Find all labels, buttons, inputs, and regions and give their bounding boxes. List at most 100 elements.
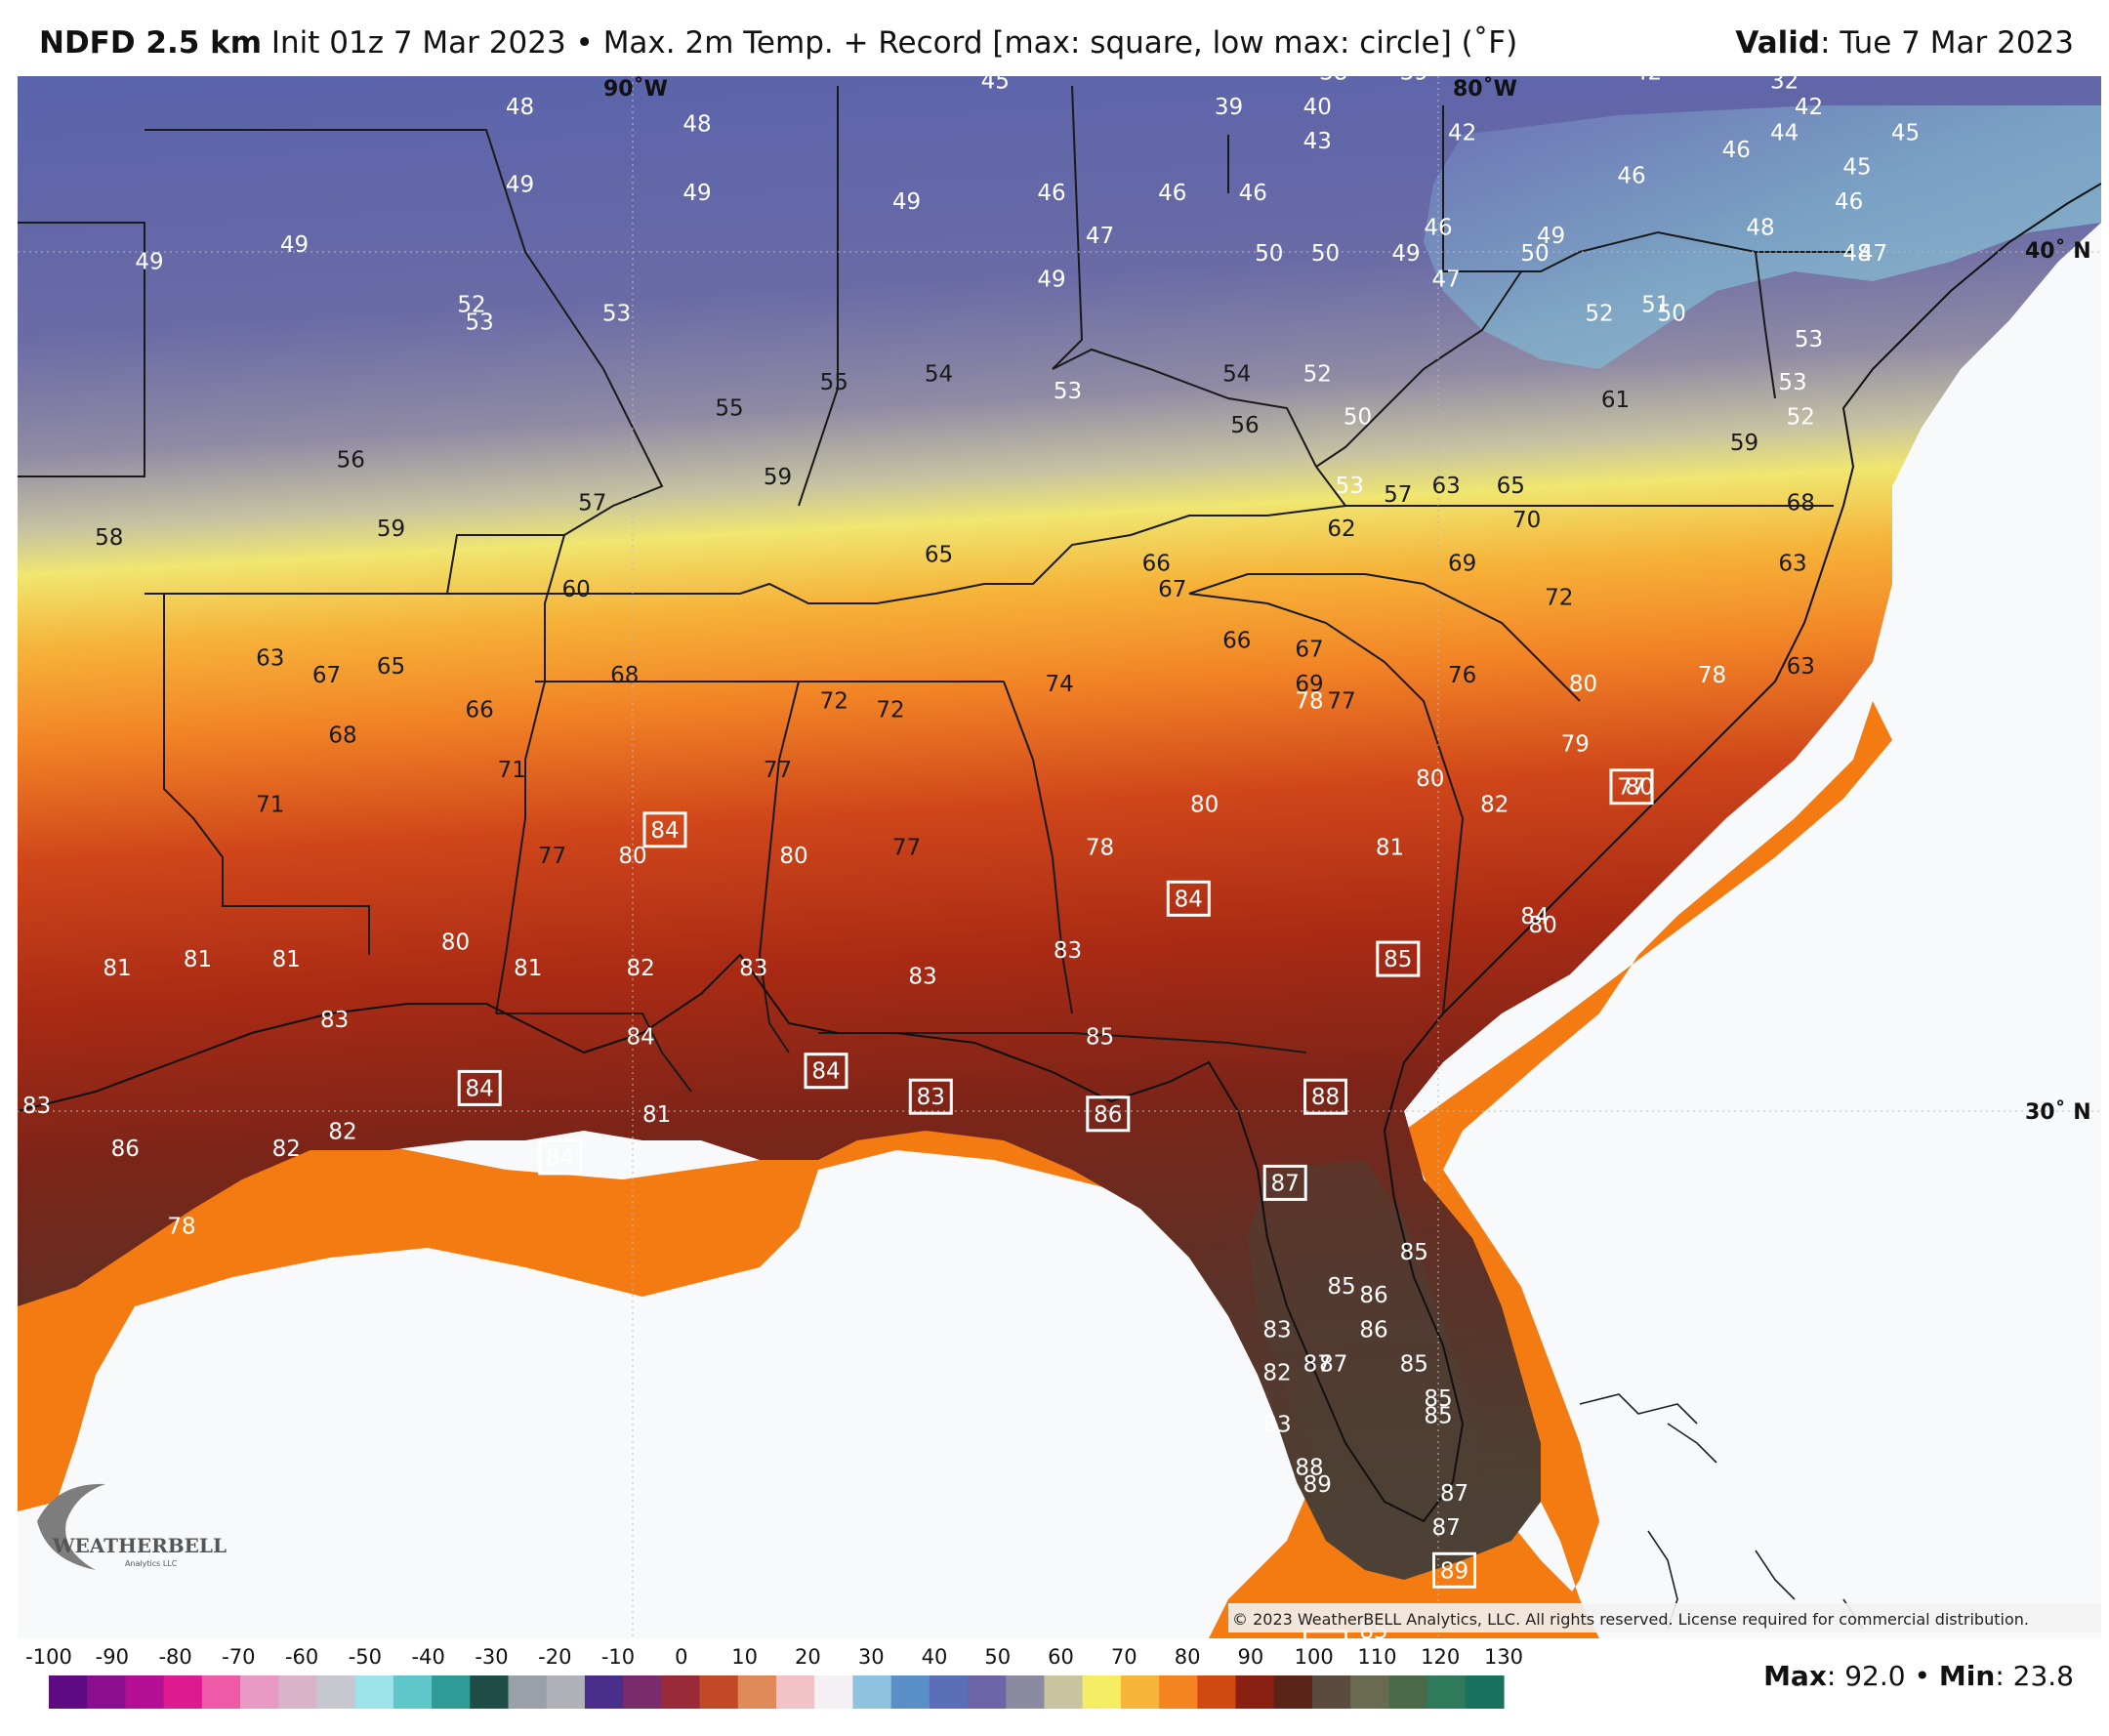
- temp-label: 49: [135, 250, 163, 275]
- colorbar-swatch: [278, 1675, 318, 1709]
- valid-time: Valid: Tue 7 Mar 2023: [1735, 25, 2074, 61]
- temp-label: 86: [1359, 1317, 1387, 1343]
- land-temperature-field: [18, 76, 2101, 1580]
- temp-label: 52: [1787, 404, 1815, 430]
- temp-label: 87: [1432, 1515, 1461, 1541]
- temp-label: 53: [1336, 474, 1364, 499]
- temp-label: 46: [1424, 215, 1452, 240]
- temp-label: 47: [1086, 224, 1114, 249]
- record-square: [1376, 940, 1421, 977]
- colorbar-tick-label: -90: [96, 1645, 129, 1669]
- record-value: 86: [1094, 1102, 1122, 1128]
- product-name: NDFD 2.5 km: [39, 25, 263, 61]
- colorbar-tick-label: 110: [1357, 1645, 1396, 1669]
- temp-label: 63: [1787, 654, 1815, 680]
- temp-label: 39: [1400, 76, 1428, 86]
- record-square-marker: 89: [1432, 1551, 1476, 1589]
- colorbar-swatch: [814, 1675, 854, 1709]
- colorbar-swatch: [546, 1675, 586, 1709]
- temp-label: 53: [1795, 327, 1823, 352]
- temp-label: 46: [1835, 189, 1863, 215]
- temp-label: 45: [981, 76, 1010, 94]
- record-value: 89: [1440, 1558, 1468, 1584]
- state-borders: [18, 85, 1853, 1093]
- temp-label: 56: [337, 448, 365, 474]
- temp-label: 87: [1319, 1352, 1347, 1378]
- temp-label: 76: [1448, 663, 1476, 688]
- record-value: 84: [811, 1059, 840, 1085]
- colorbar-tick-label: 30: [858, 1645, 885, 1669]
- colorbar-swatch: [1044, 1675, 1084, 1709]
- logo-swirl-icon: [37, 1483, 105, 1570]
- temp-label: 42: [1448, 120, 1476, 145]
- colorbar-swatch: [87, 1675, 127, 1709]
- colorbar-tick-label: 100: [1295, 1645, 1334, 1669]
- temp-label: 46: [1158, 181, 1186, 206]
- colorbar-swatch: [1465, 1675, 1505, 1709]
- temp-label: 80: [441, 930, 470, 955]
- temp-label: 80: [1626, 775, 1654, 801]
- temp-label: 78: [1295, 689, 1323, 715]
- temp-label: 85: [1327, 1274, 1355, 1300]
- temp-label: 53: [466, 310, 494, 335]
- variable-description: Max. 2m Temp. + Record [max: square, low…: [602, 25, 1518, 61]
- temp-label: 39: [1215, 95, 1243, 120]
- copyright-notice: © 2023 WeatherBELL Analytics, LLC. All r…: [1232, 1610, 2029, 1629]
- record-temperature-markers: 84 84 77 85 84 84 83 86 88 84 87 89 83: [457, 768, 1654, 1638]
- temp-label: 52: [1585, 302, 1613, 327]
- temp-label: 67: [312, 663, 341, 688]
- record-square: [642, 811, 687, 848]
- colorbar-tick-label: 130: [1484, 1645, 1523, 1669]
- map-statistics: Max: 92.0 • Min: 23.8: [1763, 1660, 2074, 1692]
- temp-label: 88: [1295, 1455, 1323, 1480]
- valid-label: Valid: [1735, 25, 1821, 61]
- temp-label: 55: [715, 396, 743, 422]
- temp-label: 79: [1561, 732, 1590, 758]
- temp-label: 71: [498, 758, 526, 783]
- temp-label: 58: [95, 525, 123, 551]
- record-square: [1166, 880, 1211, 917]
- record-square-marker: 87: [1262, 1164, 1307, 1201]
- init-time: Init 01z 7 Mar 2023: [270, 25, 566, 61]
- valid-date: : Tue 7 Mar 2023: [1820, 25, 2074, 61]
- colorbar-tick-label: -40: [412, 1645, 445, 1669]
- temp-label: 56: [1230, 413, 1259, 438]
- temp-label: 81: [642, 1102, 671, 1128]
- temp-label: 83: [320, 1008, 349, 1033]
- temp-label: 72: [876, 697, 904, 723]
- record-square-marker: 88: [1303, 1078, 1347, 1115]
- copyright-backdrop: [1228, 1603, 2101, 1633]
- temp-label: 49: [1537, 224, 1565, 249]
- colorbar-ticks: -100 -90 -80 -70 -60 -50 -40 -30 -20 -10 0 10 20 30 40…: [25, 1645, 1523, 1669]
- colorbar-tick-label: 80: [1175, 1645, 1201, 1669]
- temp-label: 68: [328, 723, 356, 749]
- temp-label: 83: [1262, 1317, 1291, 1343]
- temp-label: 44: [1770, 120, 1799, 145]
- temp-label: 51: [1641, 293, 1670, 318]
- temp-label: 46: [1617, 163, 1645, 188]
- title-separator: •: [575, 25, 594, 61]
- temp-label: 67: [1295, 638, 1323, 663]
- northeast-mountains: [1424, 105, 2101, 369]
- temp-label: 57: [578, 491, 606, 517]
- temp-label: 78: [167, 1215, 195, 1240]
- temp-label: 81: [1376, 835, 1404, 860]
- temp-label: 86: [1359, 1283, 1387, 1308]
- record-square-marker: 84: [642, 811, 687, 848]
- temp-label: 77: [1327, 689, 1355, 715]
- temp-label: 86: [111, 1137, 140, 1162]
- temp-label: 68: [610, 663, 639, 688]
- record-square-marker: 84: [538, 1138, 583, 1176]
- temp-label: 49: [892, 189, 921, 215]
- map-header: NDFD 2.5 km Init 01z 7 Mar 2023 • Max. 2…: [0, 0, 2109, 74]
- temp-label: 82: [627, 956, 655, 981]
- colorbar-swatch: [1006, 1675, 1046, 1709]
- temp-label: 83: [1054, 938, 1082, 964]
- temp-label: 80: [1190, 792, 1219, 817]
- colorbar-swatch: [1235, 1675, 1275, 1709]
- temp-label: 57: [1384, 482, 1412, 508]
- colorbar-swatch: [929, 1675, 969, 1709]
- temp-label: 66: [1222, 629, 1251, 654]
- temp-label: 49: [1391, 241, 1420, 267]
- colorbar-tick-label: 50: [984, 1645, 1011, 1669]
